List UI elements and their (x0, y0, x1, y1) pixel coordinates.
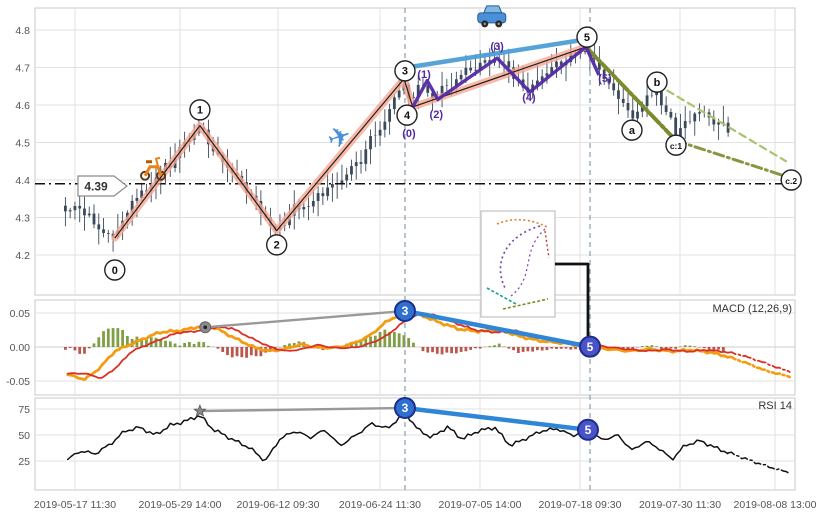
svg-text:c.2: c.2 (785, 176, 797, 186)
macd-label: MACD (12,26,9) (713, 303, 792, 315)
rsi-panel (34, 397, 796, 491)
wave-label-0[interactable]: 0 (104, 259, 126, 281)
x-axis-tick: 2019-07-30 11:30 (639, 499, 721, 511)
macd-axis-tick: 0.00 (10, 342, 31, 354)
svg-text:a: a (629, 125, 636, 137)
subwave-label-0: (0) (402, 128, 416, 140)
svg-text:5: 5 (587, 340, 594, 354)
svg-text:0: 0 (112, 265, 118, 277)
x-axis-tick: 2019-07-18 09:30 (539, 499, 622, 511)
x-axis-tick: 2019-06-12 09:30 (237, 499, 320, 511)
rsi-marker-5[interactable]: 5 (576, 418, 599, 441)
wave-label-b[interactable]: b (646, 71, 668, 93)
price-axis-tick: 4.5 (15, 138, 30, 150)
price-tag-value: 4.39 (84, 180, 108, 194)
price-tag: 4.39 (77, 175, 128, 197)
car-icon (477, 5, 507, 28)
wave-label-5[interactable]: 5 (576, 26, 598, 48)
x-axis-tick: 2019-08-08 13:00 (734, 499, 817, 511)
rsi-origin-star (193, 403, 207, 417)
wave-label-a[interactable]: a (621, 119, 643, 141)
svg-text:3: 3 (402, 66, 408, 78)
inset-connector (555, 262, 590, 336)
svg-text:3: 3 (402, 401, 409, 415)
svg-text:b: b (654, 77, 661, 89)
rsi-marker-3[interactable]: 3 (393, 396, 416, 419)
svg-text:2: 2 (274, 240, 280, 252)
rsi-label: RSI 14 (758, 400, 792, 412)
wave-label-3[interactable]: 3 (394, 60, 416, 82)
subwave-label-3: (3) (490, 41, 504, 53)
subwave-label-1: (1) (417, 69, 431, 81)
x-axis-tick: 2019-06-24 11:30 (339, 499, 421, 511)
subwave-label-5: (5) (598, 73, 612, 85)
price-axis-tick: 4.3 (15, 213, 30, 225)
macd-axis-tick: 0.05 (10, 308, 31, 320)
x-axis-tick: 2019-07-05 14:00 (439, 499, 522, 511)
price-axis-tick: 4.7 (15, 63, 30, 75)
svg-text:4: 4 (404, 110, 411, 122)
macd-marker-3[interactable]: 3 (393, 299, 416, 322)
price-axis-tick: 4.6 (15, 100, 30, 112)
x-axis-tick: 2019-05-17 11:30 (34, 499, 116, 511)
subwave-label-2: (2) (430, 109, 444, 121)
svg-text:5: 5 (585, 423, 592, 437)
wave-label-c2[interactable]: c.2 (780, 169, 802, 191)
axis-ticks-layer: 2019-05-17 11:30 2019-05-29 14:00 2019-06-… (6, 25, 817, 511)
panels (34, 7, 796, 491)
indicator-series-layer (64, 309, 792, 475)
price-axis-tick: 4.2 (15, 250, 30, 262)
svg-text:3: 3 (402, 304, 409, 318)
svg-text:c:1: c:1 (670, 141, 683, 151)
subwave-label-4: (4) (522, 92, 536, 104)
svg-text:5: 5 (584, 32, 590, 44)
wave-label-2[interactable]: 2 (265, 234, 288, 256)
x-axis-tick: 2019-05-29 14:00 (139, 499, 222, 511)
wave-label-c1[interactable]: c:1 (665, 134, 687, 156)
rsi-axis-tick: 75 (18, 404, 30, 416)
scooter-icon (140, 156, 167, 181)
macd-marker-5[interactable]: 5 (579, 335, 602, 358)
rsi-axis-tick: 50 (18, 430, 30, 442)
wave-label-4[interactable]: 4 (396, 104, 418, 126)
price-axis-tick: 4.8 (15, 25, 30, 37)
price-axis-tick: 4.4 (15, 175, 30, 187)
pattern-inset-thumbnail[interactable] (480, 210, 556, 318)
wave-label-1[interactable]: 1 (189, 99, 211, 121)
rsi-axis-tick: 25 (18, 456, 30, 468)
svg-text:1: 1 (197, 105, 203, 117)
macd-axis-tick: -0.05 (6, 376, 30, 388)
price-tag-arrow (77, 175, 128, 197)
